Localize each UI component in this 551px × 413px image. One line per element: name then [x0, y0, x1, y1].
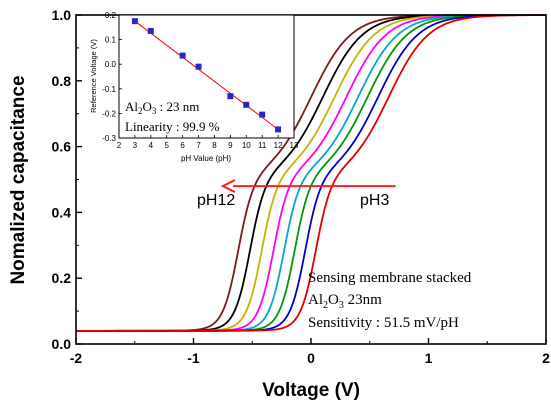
inset-frame [118, 14, 295, 139]
inset-annotation: Al2O3 : 23 nm Linearity : 99.9 % [125, 99, 220, 134]
inset-x-tick-label: 9 [228, 141, 233, 150]
inset-data-point [131, 18, 138, 25]
arrow-head [220, 179, 236, 193]
main-x-tick-label: 1 [425, 350, 433, 366]
inset-fit-line [133, 19, 280, 132]
inset-x-tick-label: 12 [274, 141, 283, 150]
inset-x-ticks: 2 3 4 5 6 7 8 9 10 11 12 13 [117, 135, 299, 150]
inset-x-tick-label: 7 [196, 141, 201, 150]
main-y-tick-label: 1.0 [52, 7, 72, 23]
textbox-line-1: Sensing membrane stacked [308, 270, 472, 286]
inset-data-point [275, 126, 282, 133]
inset-y-tick-label: -0.1 [102, 85, 116, 94]
inset-x-tick-label: 5 [165, 141, 170, 150]
inset-data-point [227, 93, 234, 100]
main-x-tick-label: -1 [187, 350, 200, 366]
inset-x-axis-label: pH Value (pH) [181, 154, 231, 163]
main-y-tick-label: 0.8 [52, 73, 72, 89]
inset-x-tick-label: 10 [242, 141, 251, 150]
textbox-line-2-o: O [328, 292, 339, 308]
main-y-tick-label: 0.0 [52, 336, 72, 352]
inset-data-point [243, 101, 250, 108]
sensing-info-textbox: Sensing membrane stacked Al2O3 23nm Sens… [308, 270, 472, 331]
main-y-ticks: 0.0 0.2 0.4 0.6 0.8 1.0 [52, 7, 82, 352]
inset-y-tick-label: 0.1 [105, 36, 117, 45]
inset-annot-al: Al [125, 99, 138, 114]
main-y-axis-label: Nomalized capacitance [8, 75, 29, 284]
main-x-ticks: -2 -1 0 1 2 [70, 338, 550, 366]
inset-x-tick-label: 4 [149, 141, 154, 150]
inset-x-tick-label: 13 [290, 141, 299, 150]
textbox-line-2-sub-a: 2 [323, 300, 328, 311]
inset-annot-o: O [143, 99, 152, 114]
textbox-line-2: Al2O3 23nm [308, 292, 382, 311]
main-x-tick-label: -2 [70, 350, 83, 366]
arrow-label-ph12: pH12 [197, 192, 235, 209]
inset-annot-sub-a: 2 [138, 106, 143, 116]
main-x-tick-label: 0 [307, 350, 315, 366]
inset-y-tick-label: 0.0 [105, 60, 117, 69]
inset-y-axis-label: Reference Voltage (V) [89, 39, 98, 113]
inset-data-point [195, 63, 202, 70]
inset-x-tick-label: 6 [180, 141, 185, 150]
inset-data-point [259, 111, 266, 118]
inset-data-point [147, 27, 154, 34]
inset-content [131, 18, 282, 133]
inset-x-tick-label: 8 [212, 141, 217, 150]
main-plot: -2 -1 0 1 2 0.00.20.40.60.81.0 Voltage (V) N… [8, 7, 550, 401]
inset-x-tick-label: 3 [133, 141, 138, 150]
textbox-line-3: Sensitivity : 51.5 mV/pH [308, 315, 459, 331]
main-y-tick-label: 0.6 [52, 139, 72, 155]
inset-plot: 2 3 4 5 6 7 8 9 10 11 12 13 0.20.10.0-0.1-0.2-0.3 p… [89, 11, 299, 163]
inset-annot-sub-b: 3 [152, 106, 157, 116]
main-x-tick-label: 2 [542, 350, 550, 366]
inset-y-tick-label: -0.2 [102, 109, 116, 118]
inset-annot-line-1: Al2O3 : 23 nm [125, 99, 199, 116]
main-x-axis-label: Voltage (V) [262, 380, 360, 401]
main-y-tick-label: 0.2 [52, 270, 72, 286]
textbox-line-2-al: Al [308, 292, 323, 308]
inset-x-tick-label: 2 [117, 141, 122, 150]
ph-shift-arrow [220, 179, 396, 193]
inset-x-tick-label: 11 [258, 141, 267, 150]
inset-y-tick-label: 0.2 [105, 11, 117, 20]
inset-y-tick-label: -0.3 [102, 134, 116, 143]
inset-annot-rest: : 23 nm [156, 99, 199, 114]
inset-annot-line-2: Linearity : 99.9 % [125, 119, 220, 134]
main-y-tick-label: 0.4 [52, 204, 72, 220]
textbox-line-2-sub-b: 3 [339, 300, 344, 311]
inset-y-ticks: 0.2 0.1 0.0 -0.1 -0.2 -0.3 [102, 11, 122, 143]
cv-curve-8 [76, 14, 547, 332]
inset-data-point [179, 52, 186, 59]
textbox-line-2-rest: 23nm [344, 292, 382, 308]
arrow-label-ph3: pH3 [360, 192, 389, 209]
